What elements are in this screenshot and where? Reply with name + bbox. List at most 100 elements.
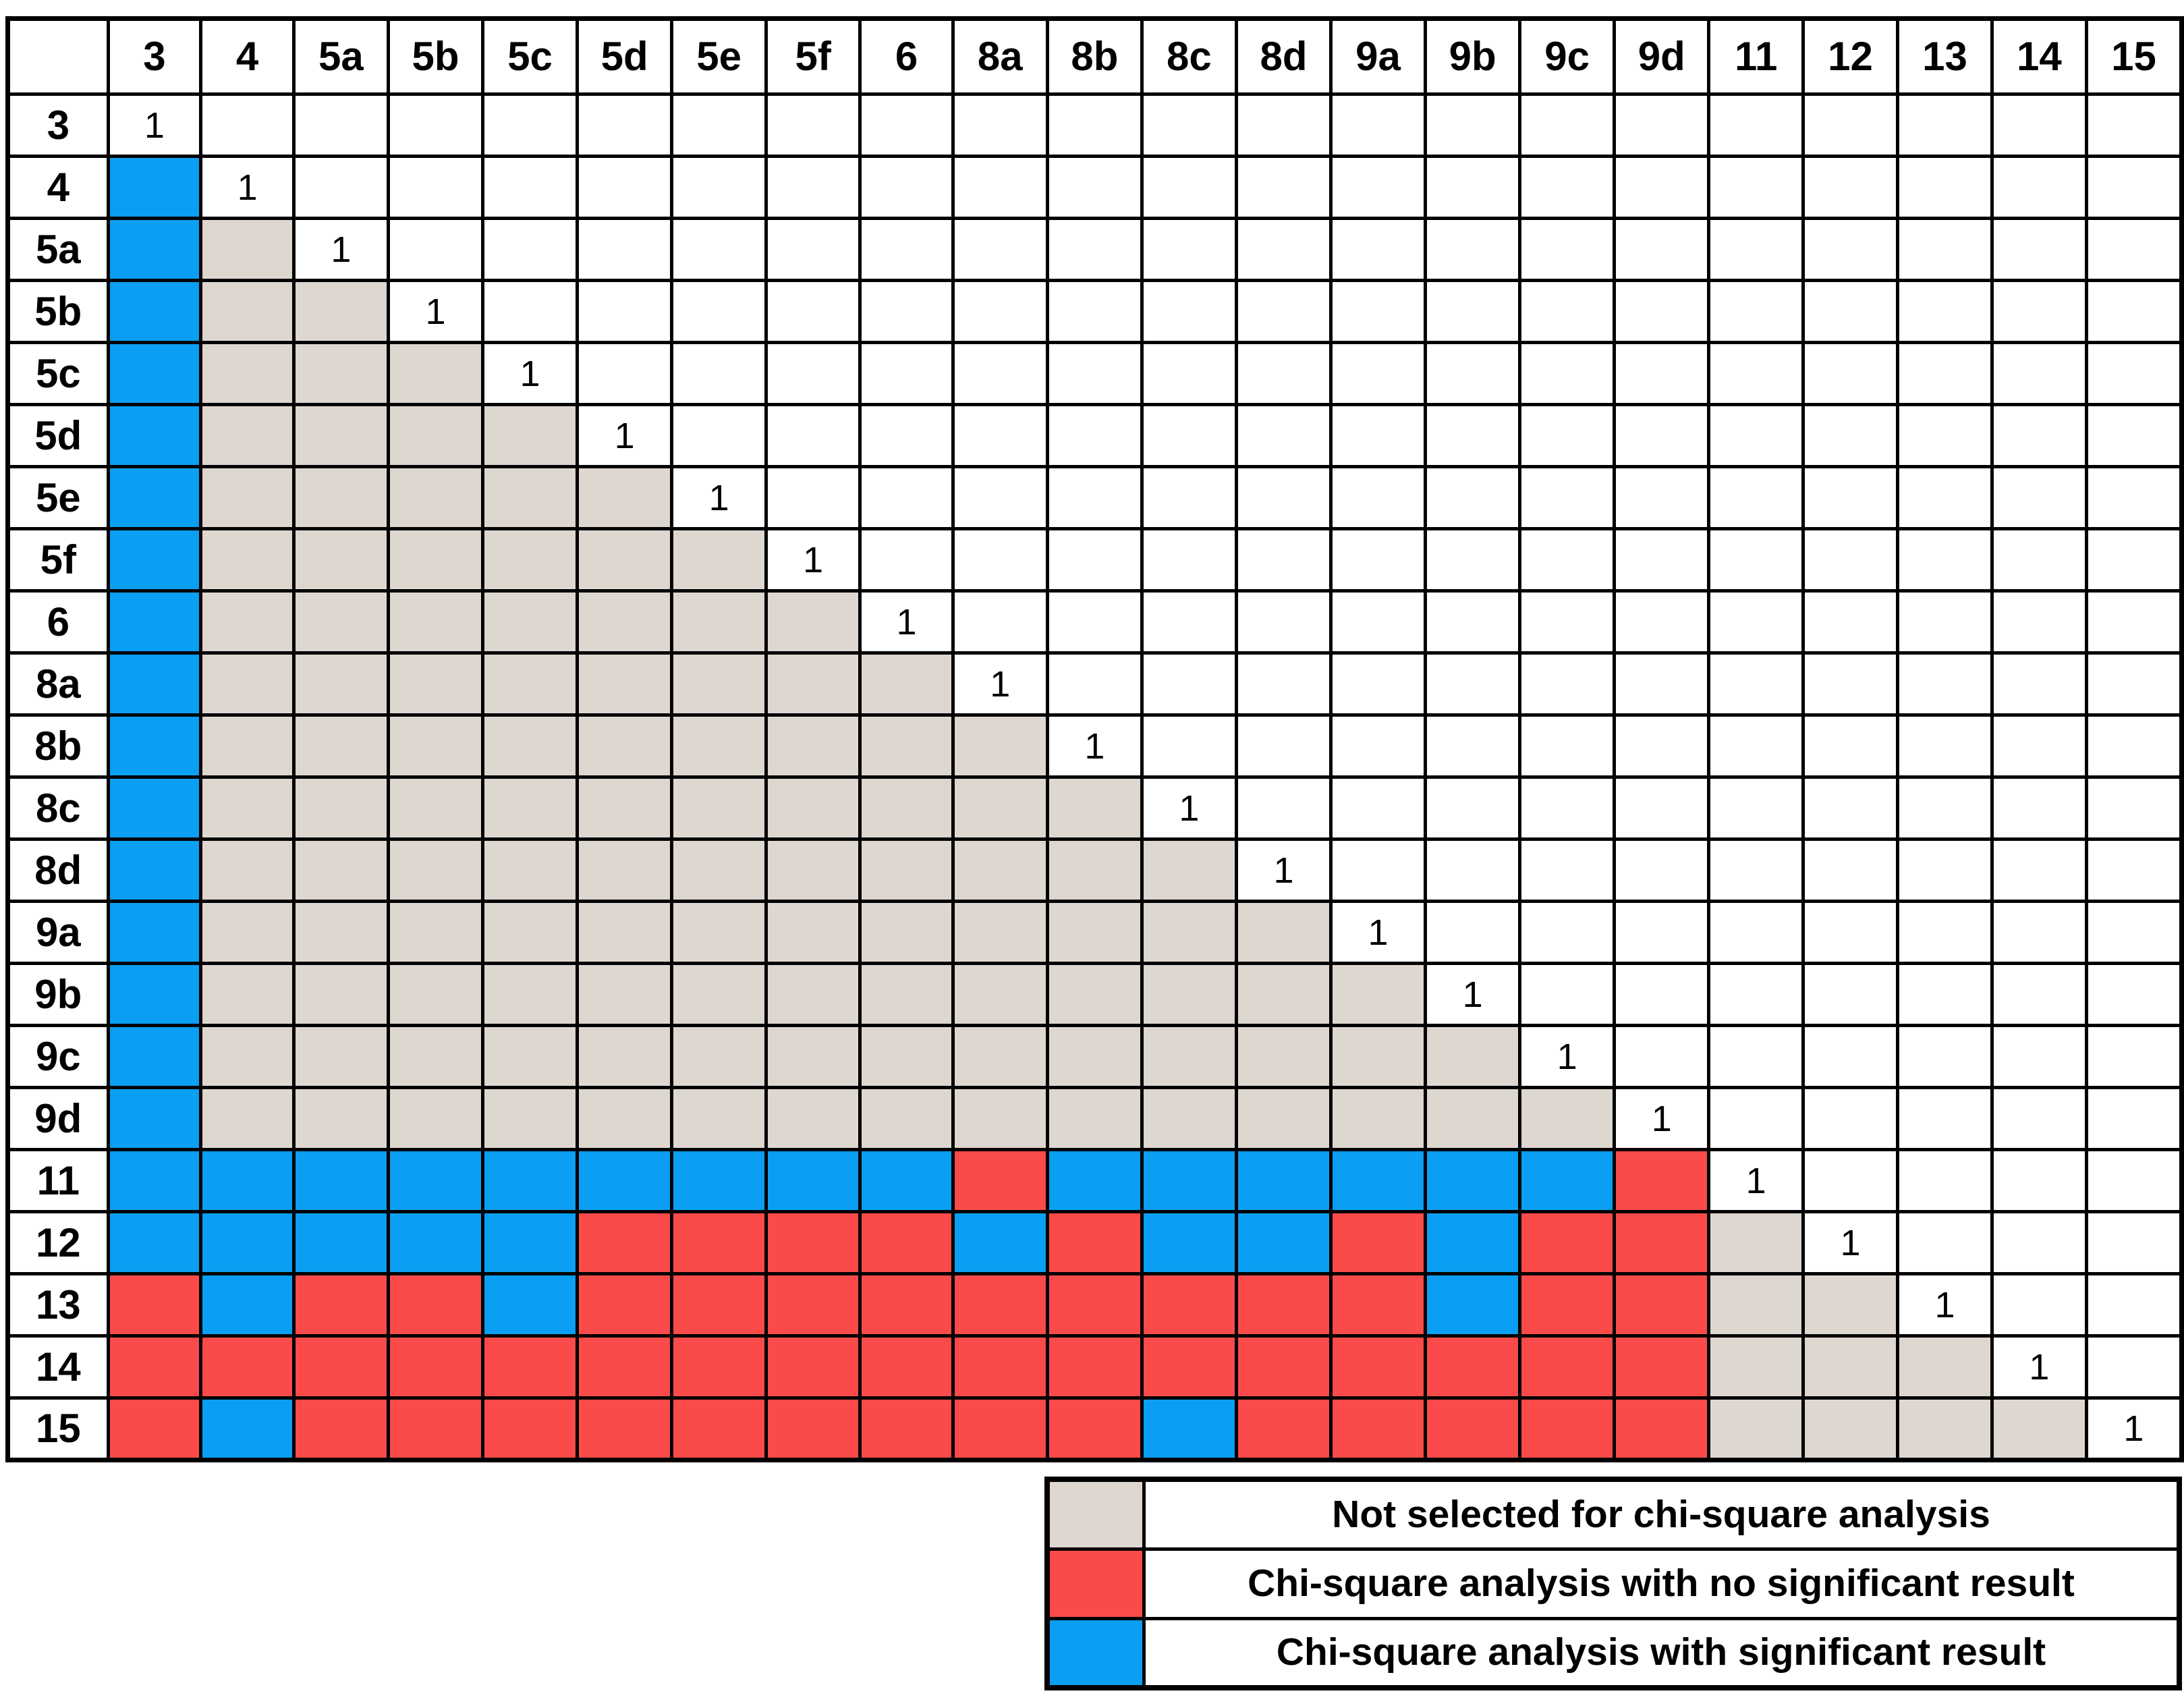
- cell-6-5b: [386, 589, 485, 655]
- cell-9d-14: [1990, 1086, 2088, 1151]
- cell-4-8a: [951, 155, 1049, 220]
- col-header-5f: 5f: [764, 17, 862, 96]
- col-header-14: 14: [1990, 17, 2088, 96]
- cell-5e-9b: [1424, 465, 1522, 530]
- cell-11-5a: [291, 1148, 390, 1213]
- cell-5b-5c: [481, 279, 580, 344]
- cell-12-5e: [670, 1210, 768, 1275]
- cell-4-8b: [1045, 155, 1144, 220]
- cell-11-9b: [1424, 1148, 1522, 1213]
- cell-9a-8b: [1045, 900, 1144, 965]
- cell-9a-12: [1801, 900, 1899, 965]
- cell-5f-3: [106, 527, 203, 593]
- cell-9b-5e: [670, 962, 768, 1027]
- row-header-5c: 5c: [6, 341, 110, 406]
- cell-5b-5f: [764, 279, 862, 344]
- cell-3-5f: [764, 92, 862, 158]
- cell-5b-8a: [951, 279, 1049, 344]
- cell-8b-9b: [1424, 713, 1522, 779]
- row-header-5d: 5d: [6, 403, 110, 468]
- cell-9b-8c: [1140, 962, 1238, 1027]
- cell-5e-5f: [764, 465, 862, 530]
- cell-14-5e: [670, 1334, 768, 1400]
- cell-5e-5d: [576, 465, 674, 530]
- cell-5e-3: [106, 465, 203, 530]
- cell-5b-8c: [1140, 279, 1238, 344]
- cell-11-13: [1896, 1148, 1994, 1213]
- cell-13-5c: [481, 1272, 580, 1338]
- cell-11-5d: [576, 1148, 674, 1213]
- cell-11-15: [2084, 1148, 2184, 1213]
- cell-4-9c: [1518, 155, 1617, 220]
- cell-5d-5b: [386, 403, 485, 468]
- cell-8a-15: [2084, 651, 2184, 717]
- cell-5c-5b: [386, 341, 485, 406]
- cell-9b-5f: [764, 962, 862, 1027]
- cell-6-11: [1707, 589, 1805, 655]
- cell-8a-5a: [291, 651, 390, 717]
- cell-13-8a: [951, 1272, 1049, 1338]
- cell-8a-11: [1707, 651, 1805, 717]
- col-header-15: 15: [2084, 17, 2184, 96]
- cell-4-5c: [481, 155, 580, 220]
- legend-swatch-g: [1045, 1477, 1146, 1551]
- cell-5a-13: [1896, 217, 1994, 282]
- cell-5f-8a: [951, 527, 1049, 593]
- cell-6-5f: [764, 589, 862, 655]
- row-header-3: 3: [6, 92, 110, 158]
- matrix-row-9b: 9b 1: [6, 962, 2184, 1027]
- cell-4-8d: [1234, 155, 1333, 220]
- cell-6-5e: [670, 589, 768, 655]
- cell-9d-3: [106, 1086, 203, 1151]
- cell-5d-5f: [764, 403, 862, 468]
- row-header-6: 6: [6, 589, 110, 655]
- cell-9a-9b: [1424, 900, 1522, 965]
- cell-9c-8b: [1045, 1024, 1144, 1089]
- cell-6-9d: [1613, 589, 1711, 655]
- cell-8b-5e: [670, 713, 768, 779]
- cell-13-13: 1: [1896, 1272, 1994, 1338]
- cell-5c-9c: [1518, 341, 1617, 406]
- cell-9b-8b: [1045, 962, 1144, 1027]
- cell-9a-6: [858, 900, 955, 965]
- cell-5b-4: [199, 279, 296, 344]
- cell-14-5c: [481, 1334, 580, 1400]
- cell-5a-14: [1990, 217, 2088, 282]
- cell-5f-9a: [1329, 527, 1428, 593]
- col-header-5c: 5c: [481, 17, 580, 96]
- cell-5d-9b: [1424, 403, 1522, 468]
- cell-5d-6: [858, 403, 955, 468]
- cell-8d-11: [1707, 837, 1805, 903]
- matrix-row-8d: 8d 1: [6, 837, 2184, 903]
- row-header-14: 14: [6, 1334, 110, 1400]
- cell-9b-9c: [1518, 962, 1617, 1027]
- cell-9b-15: [2084, 962, 2184, 1027]
- cell-6-15: [2084, 589, 2184, 655]
- cell-8a-13: [1896, 651, 1994, 717]
- cell-8c-5e: [670, 775, 768, 841]
- cell-5b-5b: 1: [386, 279, 485, 344]
- cell-9b-14: [1990, 962, 2088, 1027]
- row-header-8b: 8b: [6, 713, 110, 779]
- cell-5f-15: [2084, 527, 2184, 593]
- cell-9b-9b: 1: [1424, 962, 1522, 1027]
- cell-11-8b: [1045, 1148, 1144, 1213]
- row-header-5b: 5b: [6, 279, 110, 344]
- row-header-5f: 5f: [6, 527, 110, 593]
- cell-9c-5e: [670, 1024, 768, 1089]
- cell-9d-8a: [951, 1086, 1049, 1151]
- matrix-row-5b: 5b 1: [6, 279, 2184, 344]
- cell-13-9b: [1424, 1272, 1522, 1338]
- cell-4-11: [1707, 155, 1805, 220]
- cell-9c-14: [1990, 1024, 2088, 1089]
- cell-5b-8b: [1045, 279, 1144, 344]
- cell-15-5f: [764, 1396, 862, 1462]
- matrix-row-9a: 9a 1: [6, 900, 2184, 965]
- cell-5c-6: [858, 341, 955, 406]
- row-header-5a: 5a: [6, 217, 110, 282]
- cell-14-8b: [1045, 1334, 1144, 1400]
- cell-5f-5d: [576, 527, 674, 593]
- cell-8a-5e: [670, 651, 768, 717]
- cell-5b-14: [1990, 279, 2088, 344]
- cell-8b-15: [2084, 713, 2184, 779]
